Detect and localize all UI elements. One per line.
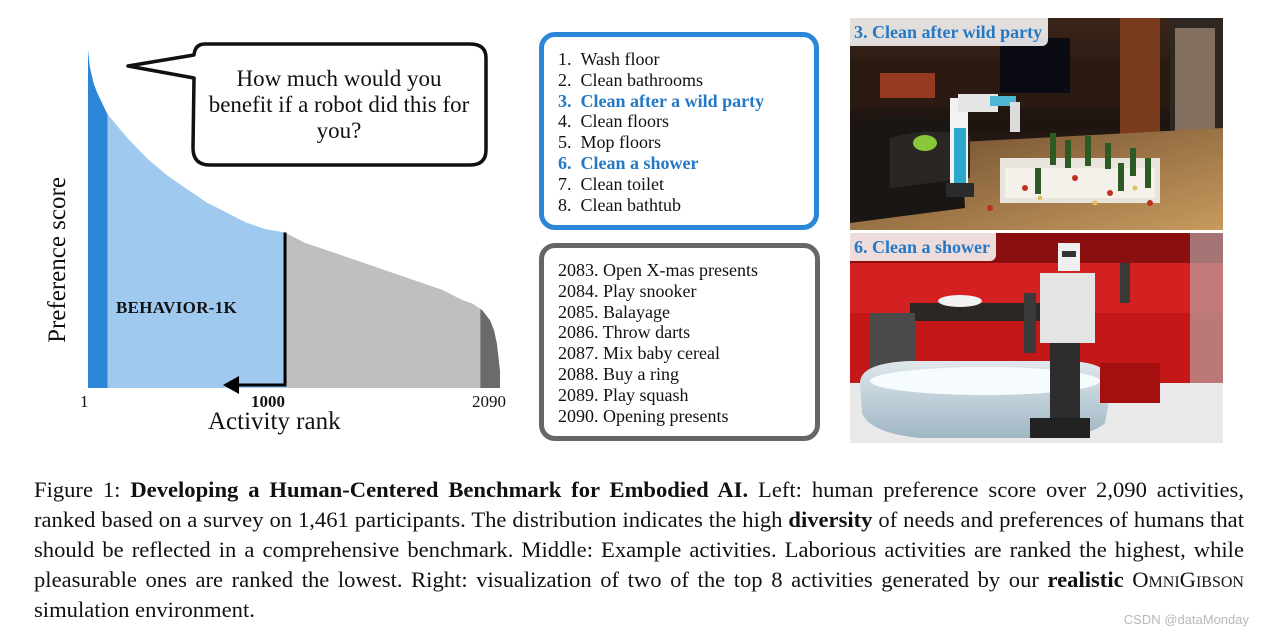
top-activities-area xyxy=(88,50,108,388)
caption-part4: simulation environment. xyxy=(34,597,255,622)
boundary-arrow-head xyxy=(223,376,240,394)
behavior-1k-area xyxy=(107,114,286,388)
bottom-activity-item: 2088. Buy a ring xyxy=(558,363,679,384)
caption-part3 xyxy=(1124,567,1133,592)
bottom-activity-item: 2084. Play snooker xyxy=(558,280,697,301)
top-activity-item: 3. Clean after a wild party xyxy=(558,90,765,111)
bottom-activity-item: 2083. Open X-mas presents xyxy=(558,260,758,280)
caption-title: Developing a Human-Centered Benchmark fo… xyxy=(130,477,749,502)
top-activity-item: 8. Clean bathtub xyxy=(558,194,681,215)
caption-part2: of needs and preferences of humans that … xyxy=(34,507,1244,592)
top-activity-item: 7. Clean toilet xyxy=(558,173,664,194)
caption-prefix: Figure 1: xyxy=(34,477,131,502)
speech-bubble-text: How much would you benefit if a robot di… xyxy=(208,66,470,143)
shower-scene-label: 6. Clean a shower xyxy=(850,233,996,261)
top-activity-item: 4. Clean floors xyxy=(558,111,669,132)
top-activity-item: 2. Clean bathrooms xyxy=(558,69,703,90)
bottom-activity-item: 2086. Throw darts xyxy=(558,322,691,343)
bottom-activity-item: 2085. Balayage xyxy=(558,301,670,322)
bottom-activity-item: 2089. Play squash xyxy=(558,384,689,405)
bottom-activities-box: 2083. Open X-mas presents 2084. Play snoo… xyxy=(539,243,820,441)
speech-bubble xyxy=(126,42,488,167)
remaining-activities-area xyxy=(285,232,481,388)
caption-system-name: OmniGibson xyxy=(1132,567,1244,592)
y-axis-label: Preference score xyxy=(44,177,71,343)
x-tick-1000: 1000 xyxy=(251,392,285,411)
bottom-activities-list: 2083. Open X-mas presents 2084. Play snoo… xyxy=(544,248,815,426)
caption-bold-diversity: diversity xyxy=(788,507,873,532)
caption-part1: Left: human preference score over 2,090 … xyxy=(34,477,1244,532)
figure-caption: Figure 1: Developing a Human-Centered Be… xyxy=(34,475,1244,625)
watermark: CSDN @dataMonday xyxy=(1123,612,1249,627)
behavior-1k-boundary xyxy=(237,232,287,387)
preference-chart xyxy=(88,42,500,394)
caption-bold-realistic: realistic xyxy=(1047,567,1124,592)
x-tick-2090: 2090 xyxy=(472,392,506,411)
top-activity-item: 6. Clean a shower xyxy=(558,152,699,173)
top-activity-item: 1. Wash floor xyxy=(558,49,660,69)
shower-scene-image: 6. Clean a shower xyxy=(850,233,1223,443)
tail-activities-area xyxy=(480,308,500,388)
party-scene-label: 3. Clean after wild party xyxy=(850,18,1049,46)
x-tick-1: 1 xyxy=(80,392,89,411)
top-activities-list: 1. Wash floor 2. Clean bathrooms 3. Clean … xyxy=(544,37,814,215)
x-axis-label: Activity rank xyxy=(208,408,341,435)
bottom-activity-item: 2090. Opening presents xyxy=(558,405,729,426)
top-activity-item: 5. Mop floors xyxy=(558,132,661,153)
top-activities-box: 1. Wash floor 2. Clean bathrooms 3. Clean … xyxy=(539,32,819,230)
behavior-1k-label: BEHAVIOR-1K xyxy=(116,298,238,317)
bottom-activity-item: 2087. Mix baby cereal xyxy=(558,343,720,364)
party-scene-image: 3. Clean after wild party xyxy=(850,18,1223,230)
